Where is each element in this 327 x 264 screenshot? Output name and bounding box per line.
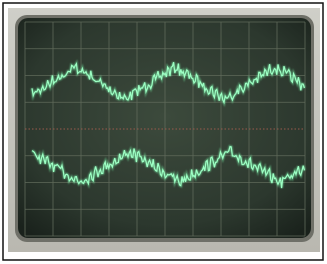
oscilloscope-photo — [0, 0, 327, 264]
screen — [18, 18, 311, 238]
page: (() => { const svg = document.getElement… — [0, 0, 327, 264]
